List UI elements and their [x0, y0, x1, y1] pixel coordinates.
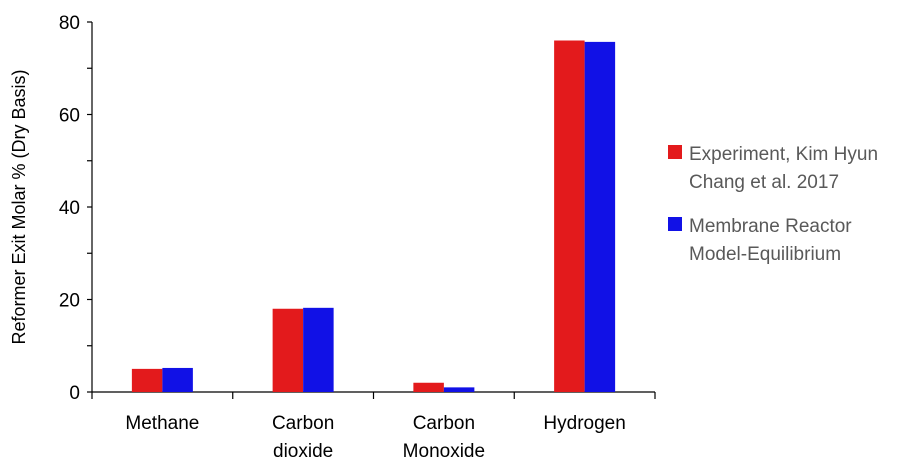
- category-label: Hydrogen: [543, 413, 625, 434]
- category-label: Carbon: [413, 413, 475, 434]
- bar-series1-cat2: [272, 308, 304, 392]
- category-label: dioxide: [273, 441, 333, 461]
- bar-series2-cat4: [584, 41, 616, 392]
- bars: [131, 40, 616, 392]
- legend-label: Model-Equilibrium: [689, 244, 841, 265]
- y-tick-label: 60: [59, 106, 80, 127]
- legend-swatch-series1: [668, 145, 682, 159]
- bar-series2-cat2: [303, 307, 334, 392]
- legend-label: Chang et al. 2017: [689, 172, 839, 193]
- legend-label: Membrane Reactor: [689, 216, 852, 237]
- bar-series2-cat1: [162, 367, 193, 392]
- y-tick-label: 20: [59, 291, 80, 312]
- legend-label: Experiment, Kim Hyun: [689, 144, 878, 165]
- y-tick-label: 80: [59, 13, 80, 34]
- y-tick-label: 40: [59, 198, 80, 219]
- legend: Experiment, Kim Hyun Chang et al. 2017 Mem…: [668, 144, 878, 265]
- bar-series1-cat3: [413, 382, 444, 392]
- bar-series1-cat4: [554, 40, 585, 392]
- y-axis-title: Reformer Exit Molar % (Dry Basis): [9, 69, 29, 344]
- bar-series1-cat1: [131, 368, 163, 392]
- x-axis: [91, 391, 656, 399]
- y-tick-label: 0: [69, 383, 80, 404]
- category-labels: Methane Carbon dioxide Carbon Monoxide Hydrog…: [125, 413, 625, 461]
- category-label: Monoxide: [403, 441, 485, 461]
- category-label: Carbon: [272, 413, 334, 434]
- y-axis-title-group: Reformer Exit Molar % (Dry Basis): [9, 69, 29, 344]
- category-label: Methane: [125, 413, 199, 434]
- y-axis: 0 20 40 60 80: [59, 13, 93, 404]
- legend-swatch-series2: [668, 217, 682, 231]
- bar-series2-cat3: [443, 387, 475, 392]
